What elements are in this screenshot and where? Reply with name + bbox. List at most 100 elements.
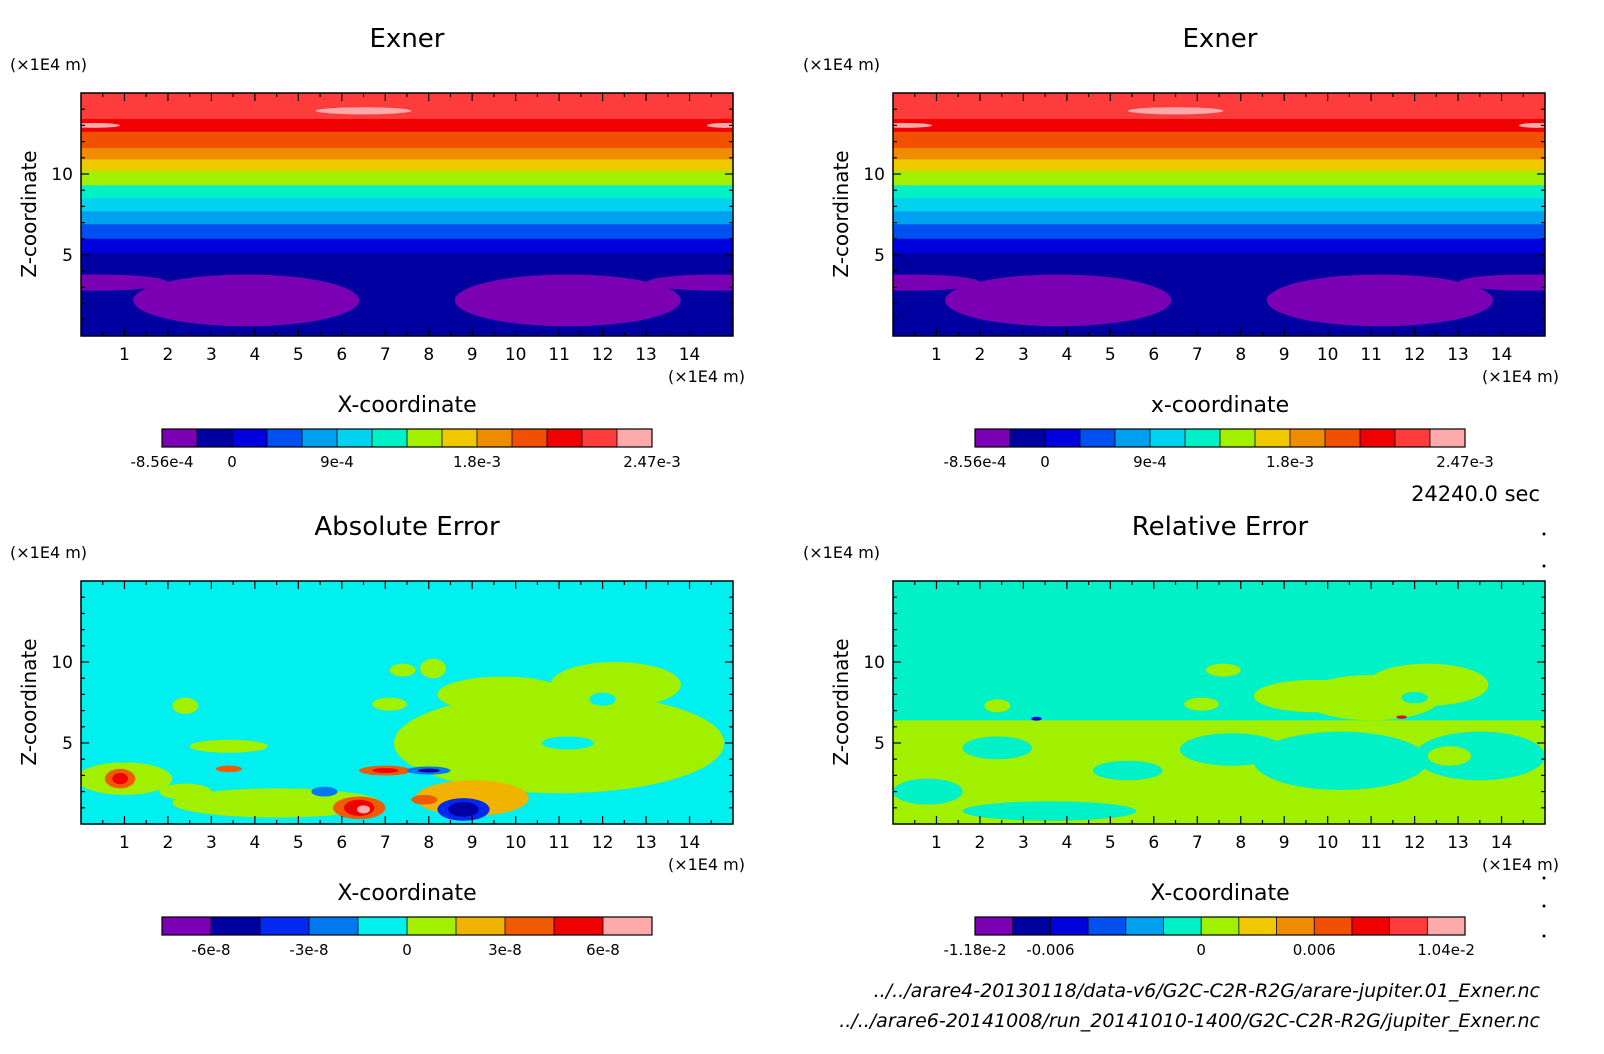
contour-field xyxy=(893,93,1545,336)
colorbar-swatch xyxy=(197,429,233,447)
contour-region xyxy=(411,794,438,805)
colorbar-label: -8.56e-4 xyxy=(944,453,1007,471)
colorbar-swatch xyxy=(442,429,478,447)
contour-region xyxy=(81,274,168,291)
contour-band xyxy=(81,253,733,279)
colorbar-label: 0 xyxy=(227,453,237,471)
y-axis-label: Z-coordinate xyxy=(17,638,41,765)
colorbar-swatch xyxy=(1185,429,1221,447)
x-tick-label: 9 xyxy=(467,345,478,365)
colorbar: -8.56e-4 0 9e-4 1.8e-3 2.47e-3 xyxy=(131,428,681,471)
colorbar-swatch xyxy=(162,429,198,447)
x-tick-label: 9 xyxy=(467,833,478,853)
colorbar-swatch xyxy=(407,429,443,447)
colorbar-swatch xyxy=(1115,429,1151,447)
contour-region xyxy=(589,692,616,706)
panel-relative-error: Relative Error (×1E4 m) 1 2 3 4 5 6 7 8 9 10 11 12 1… xyxy=(803,512,1559,959)
panel-title: Exner xyxy=(1183,24,1258,54)
contour-band xyxy=(81,198,733,212)
x-tick-label: 6 xyxy=(336,345,347,365)
contour-region xyxy=(1401,691,1428,704)
contour-region xyxy=(706,122,733,128)
x-tick-label: 9 xyxy=(1279,833,1290,853)
contour-field xyxy=(81,581,733,824)
contour-region xyxy=(172,697,199,714)
colorbar-swatch xyxy=(547,429,583,447)
y-unit-label: (×1E4 m) xyxy=(10,543,87,562)
colorbar-label: 9e-4 xyxy=(1133,453,1167,471)
contour-band xyxy=(893,211,1545,225)
x-tick-label: 6 xyxy=(1148,345,1159,365)
contour-region xyxy=(159,783,212,800)
x-tick-label: 10 xyxy=(505,345,527,365)
x-axis-label: X-coordinate xyxy=(337,881,476,906)
x-tick-label: 10 xyxy=(1317,345,1339,365)
x-tick-label: 5 xyxy=(1105,833,1116,853)
contour-region xyxy=(189,739,268,753)
x-axis-label: x-coordinate xyxy=(1151,393,1289,418)
file-path-2: ../../arare6-20141008/run_20141010-1400/… xyxy=(839,1010,1540,1032)
contour-region xyxy=(372,697,408,711)
x-tick-label: 8 xyxy=(1235,345,1246,365)
contour-region xyxy=(81,122,121,128)
x-unit-label: (×1E4 m) xyxy=(1482,367,1559,386)
colorbar-swatch xyxy=(1351,917,1391,935)
contour-band xyxy=(893,185,1545,199)
contour-region xyxy=(1184,697,1219,711)
contour-band xyxy=(893,198,1545,212)
colorbar-swatch xyxy=(1125,917,1164,935)
contour-region xyxy=(1253,731,1428,790)
contour-band xyxy=(81,93,733,120)
colorbar-swatch xyxy=(260,917,310,935)
contour-region xyxy=(448,802,479,817)
x-tick-label: 7 xyxy=(1192,345,1203,365)
panel-title: Relative Error xyxy=(1132,512,1309,542)
contour-band xyxy=(81,131,733,149)
colorbar-label: 0 xyxy=(402,941,412,959)
contour-region xyxy=(893,122,933,128)
x-tick-label: 13 xyxy=(1447,833,1469,853)
contour-region xyxy=(1205,663,1241,677)
contour-band xyxy=(893,238,1545,254)
contour-field xyxy=(893,581,1545,824)
colorbar-swatch xyxy=(1080,429,1116,447)
x-tick-label: 6 xyxy=(336,833,347,853)
x-tick-label: 10 xyxy=(1317,833,1339,853)
y-unit-label: (×1E4 m) xyxy=(803,55,880,74)
contour-band xyxy=(81,159,733,172)
x-axis-label: X-coordinate xyxy=(1150,881,1289,906)
colorbar-label: -1.18e-2 xyxy=(944,941,1007,959)
x-tick-label: 14 xyxy=(679,833,701,853)
contour-band xyxy=(81,148,733,160)
x-unit-label: (×1E4 m) xyxy=(668,855,745,874)
y-axis-label: Z-coordinate xyxy=(17,150,41,277)
x-tick-label: 8 xyxy=(1235,833,1246,853)
colorbar-swatch xyxy=(1150,429,1186,447)
contour-region xyxy=(1353,798,1424,818)
x-tick-label: 10 xyxy=(505,833,527,853)
colorbar-swatch xyxy=(975,429,1011,447)
x-tick-label: 7 xyxy=(1192,833,1203,853)
x-tick-label: 5 xyxy=(293,833,304,853)
colorbar-swatch xyxy=(267,429,303,447)
contour-band xyxy=(81,211,733,225)
colorbar-label: 1.8e-3 xyxy=(1266,453,1314,471)
y-unit-label: (×1E4 m) xyxy=(10,55,87,74)
x-tick-label: 4 xyxy=(249,833,260,853)
colorbar-label: 0 xyxy=(1196,941,1206,959)
contour-region xyxy=(311,786,338,797)
contour-region xyxy=(315,107,412,115)
contour-region xyxy=(1366,663,1489,706)
colorbar-frame xyxy=(974,916,1466,936)
x-tick-label: 13 xyxy=(635,345,657,365)
contour-region xyxy=(1518,122,1545,128)
contour-region xyxy=(541,736,594,750)
colorbar-label: 9e-4 xyxy=(320,453,354,471)
x-tick-label: 14 xyxy=(1491,833,1513,853)
contour-band xyxy=(893,159,1545,172)
